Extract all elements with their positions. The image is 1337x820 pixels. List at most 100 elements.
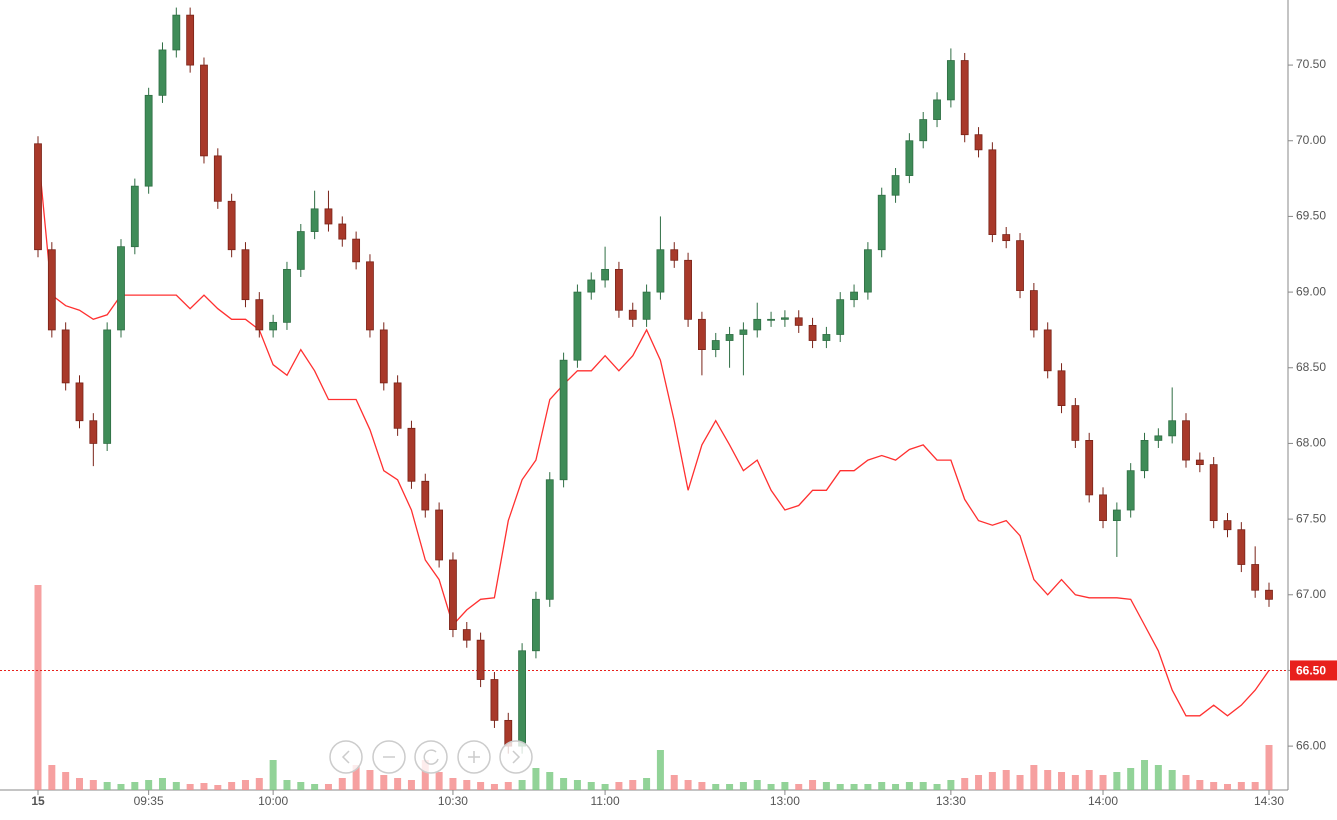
volume-bar: [643, 778, 651, 790]
candle-body: [241, 249, 250, 301]
candle-body: [615, 268, 623, 311]
candle-body: [1251, 564, 1260, 591]
reset-button[interactable]: [414, 740, 448, 774]
price-line: [37, 149, 1270, 717]
volume-bar: [394, 778, 402, 790]
candle-body: [518, 650, 527, 747]
candle-body: [933, 99, 941, 120]
volume-bar: [629, 780, 637, 790]
candle-body: [310, 208, 319, 232]
volume-bar: [892, 784, 900, 790]
volume-bar: [947, 780, 955, 790]
volume-bar: [518, 780, 526, 790]
candle-body: [144, 94, 153, 187]
candle-body: [946, 60, 955, 101]
candle-body: [1043, 329, 1052, 372]
volume-bar: [864, 784, 872, 790]
volume-bar: [809, 780, 817, 790]
volume-bar: [490, 784, 498, 790]
y-tick-label: 70.50: [1296, 57, 1326, 71]
x-tick-label: 11:00: [591, 794, 620, 808]
scroll-left-button[interactable]: [329, 740, 363, 774]
volume-bar: [1085, 770, 1093, 790]
volume-bar: [836, 784, 844, 790]
volume-bar: [933, 784, 941, 790]
last-price-label: 66.50: [1296, 664, 1326, 678]
volume-bar: [1002, 770, 1010, 790]
volume-bar: [241, 780, 249, 790]
candle-body: [130, 185, 139, 248]
y-tick-label: 67.00: [1296, 587, 1326, 601]
candle-body: [75, 382, 84, 422]
candle-body: [296, 231, 305, 270]
candle-body: [808, 324, 817, 341]
candle-body: [283, 268, 291, 323]
volume-bar: [449, 778, 457, 790]
volume-bar: [172, 782, 180, 790]
candle-body: [1140, 440, 1149, 472]
volume-bar: [739, 782, 747, 790]
volume-bar: [1154, 765, 1162, 790]
volume-bar: [850, 784, 858, 790]
volume-bar: [255, 778, 263, 790]
volume-bar: [1168, 770, 1176, 790]
candle-body: [532, 598, 540, 652]
volume-bar: [1141, 760, 1149, 790]
x-tick-label: 10:30: [438, 794, 468, 808]
y-tick-label: 67.50: [1296, 511, 1326, 525]
volume-bar: [532, 768, 540, 790]
candle-body: [269, 321, 278, 331]
candle-body: [1126, 470, 1135, 511]
volume-bar: [1127, 768, 1135, 790]
volume-bar: [975, 775, 983, 790]
candle-body: [61, 329, 70, 384]
candle-body: [1209, 464, 1218, 522]
volume-bar: [1113, 772, 1121, 790]
candle-body: [656, 249, 665, 293]
volume-bar: [380, 775, 388, 790]
volume-bar: [311, 784, 319, 790]
candle-body: [352, 238, 361, 263]
y-tick-label: 69.00: [1296, 284, 1326, 298]
volume-bar: [961, 778, 969, 790]
volume-bar: [269, 760, 277, 790]
candle-body: [1099, 494, 1107, 522]
candle-body: [988, 149, 997, 235]
y-tick-label: 68.00: [1296, 436, 1326, 450]
candle-body: [822, 334, 831, 341]
volume-bar: [1058, 772, 1066, 790]
x-tick-label: 10:00: [258, 794, 288, 808]
candle-body: [379, 329, 388, 384]
y-tick-label: 69.50: [1296, 209, 1326, 223]
volume-bar: [1237, 782, 1245, 790]
volume-bar: [62, 772, 70, 790]
scroll-right-button[interactable]: [499, 740, 533, 774]
last-price-box: [1290, 660, 1337, 681]
candle-body: [1029, 290, 1038, 331]
candle-body: [698, 318, 706, 350]
zoom-out-button[interactable]: [372, 740, 406, 774]
candle-body: [324, 208, 333, 225]
candle-body: [711, 340, 720, 350]
candle-body: [1057, 370, 1066, 406]
volume-bar: [186, 784, 194, 790]
candle-body: [1112, 509, 1121, 522]
volume-bar: [214, 785, 222, 790]
candle-body: [89, 420, 98, 444]
candle-body: [1182, 420, 1190, 461]
candle-body: [905, 140, 914, 176]
volume-bar: [615, 782, 623, 790]
volume-bar: [656, 750, 664, 790]
candle-body: [34, 143, 42, 251]
volume-bar: [919, 782, 927, 790]
candle-body: [601, 268, 609, 281]
candle-body: [725, 334, 734, 341]
candle-body: [227, 200, 236, 251]
zoom-controls: [329, 740, 533, 774]
volume-bar: [117, 784, 125, 790]
candle-body: [255, 299, 264, 331]
zoom-in-button[interactable]: [457, 740, 491, 774]
volume-bar: [366, 770, 374, 790]
volume-bar: [1182, 775, 1190, 790]
volume-bar: [781, 782, 789, 790]
